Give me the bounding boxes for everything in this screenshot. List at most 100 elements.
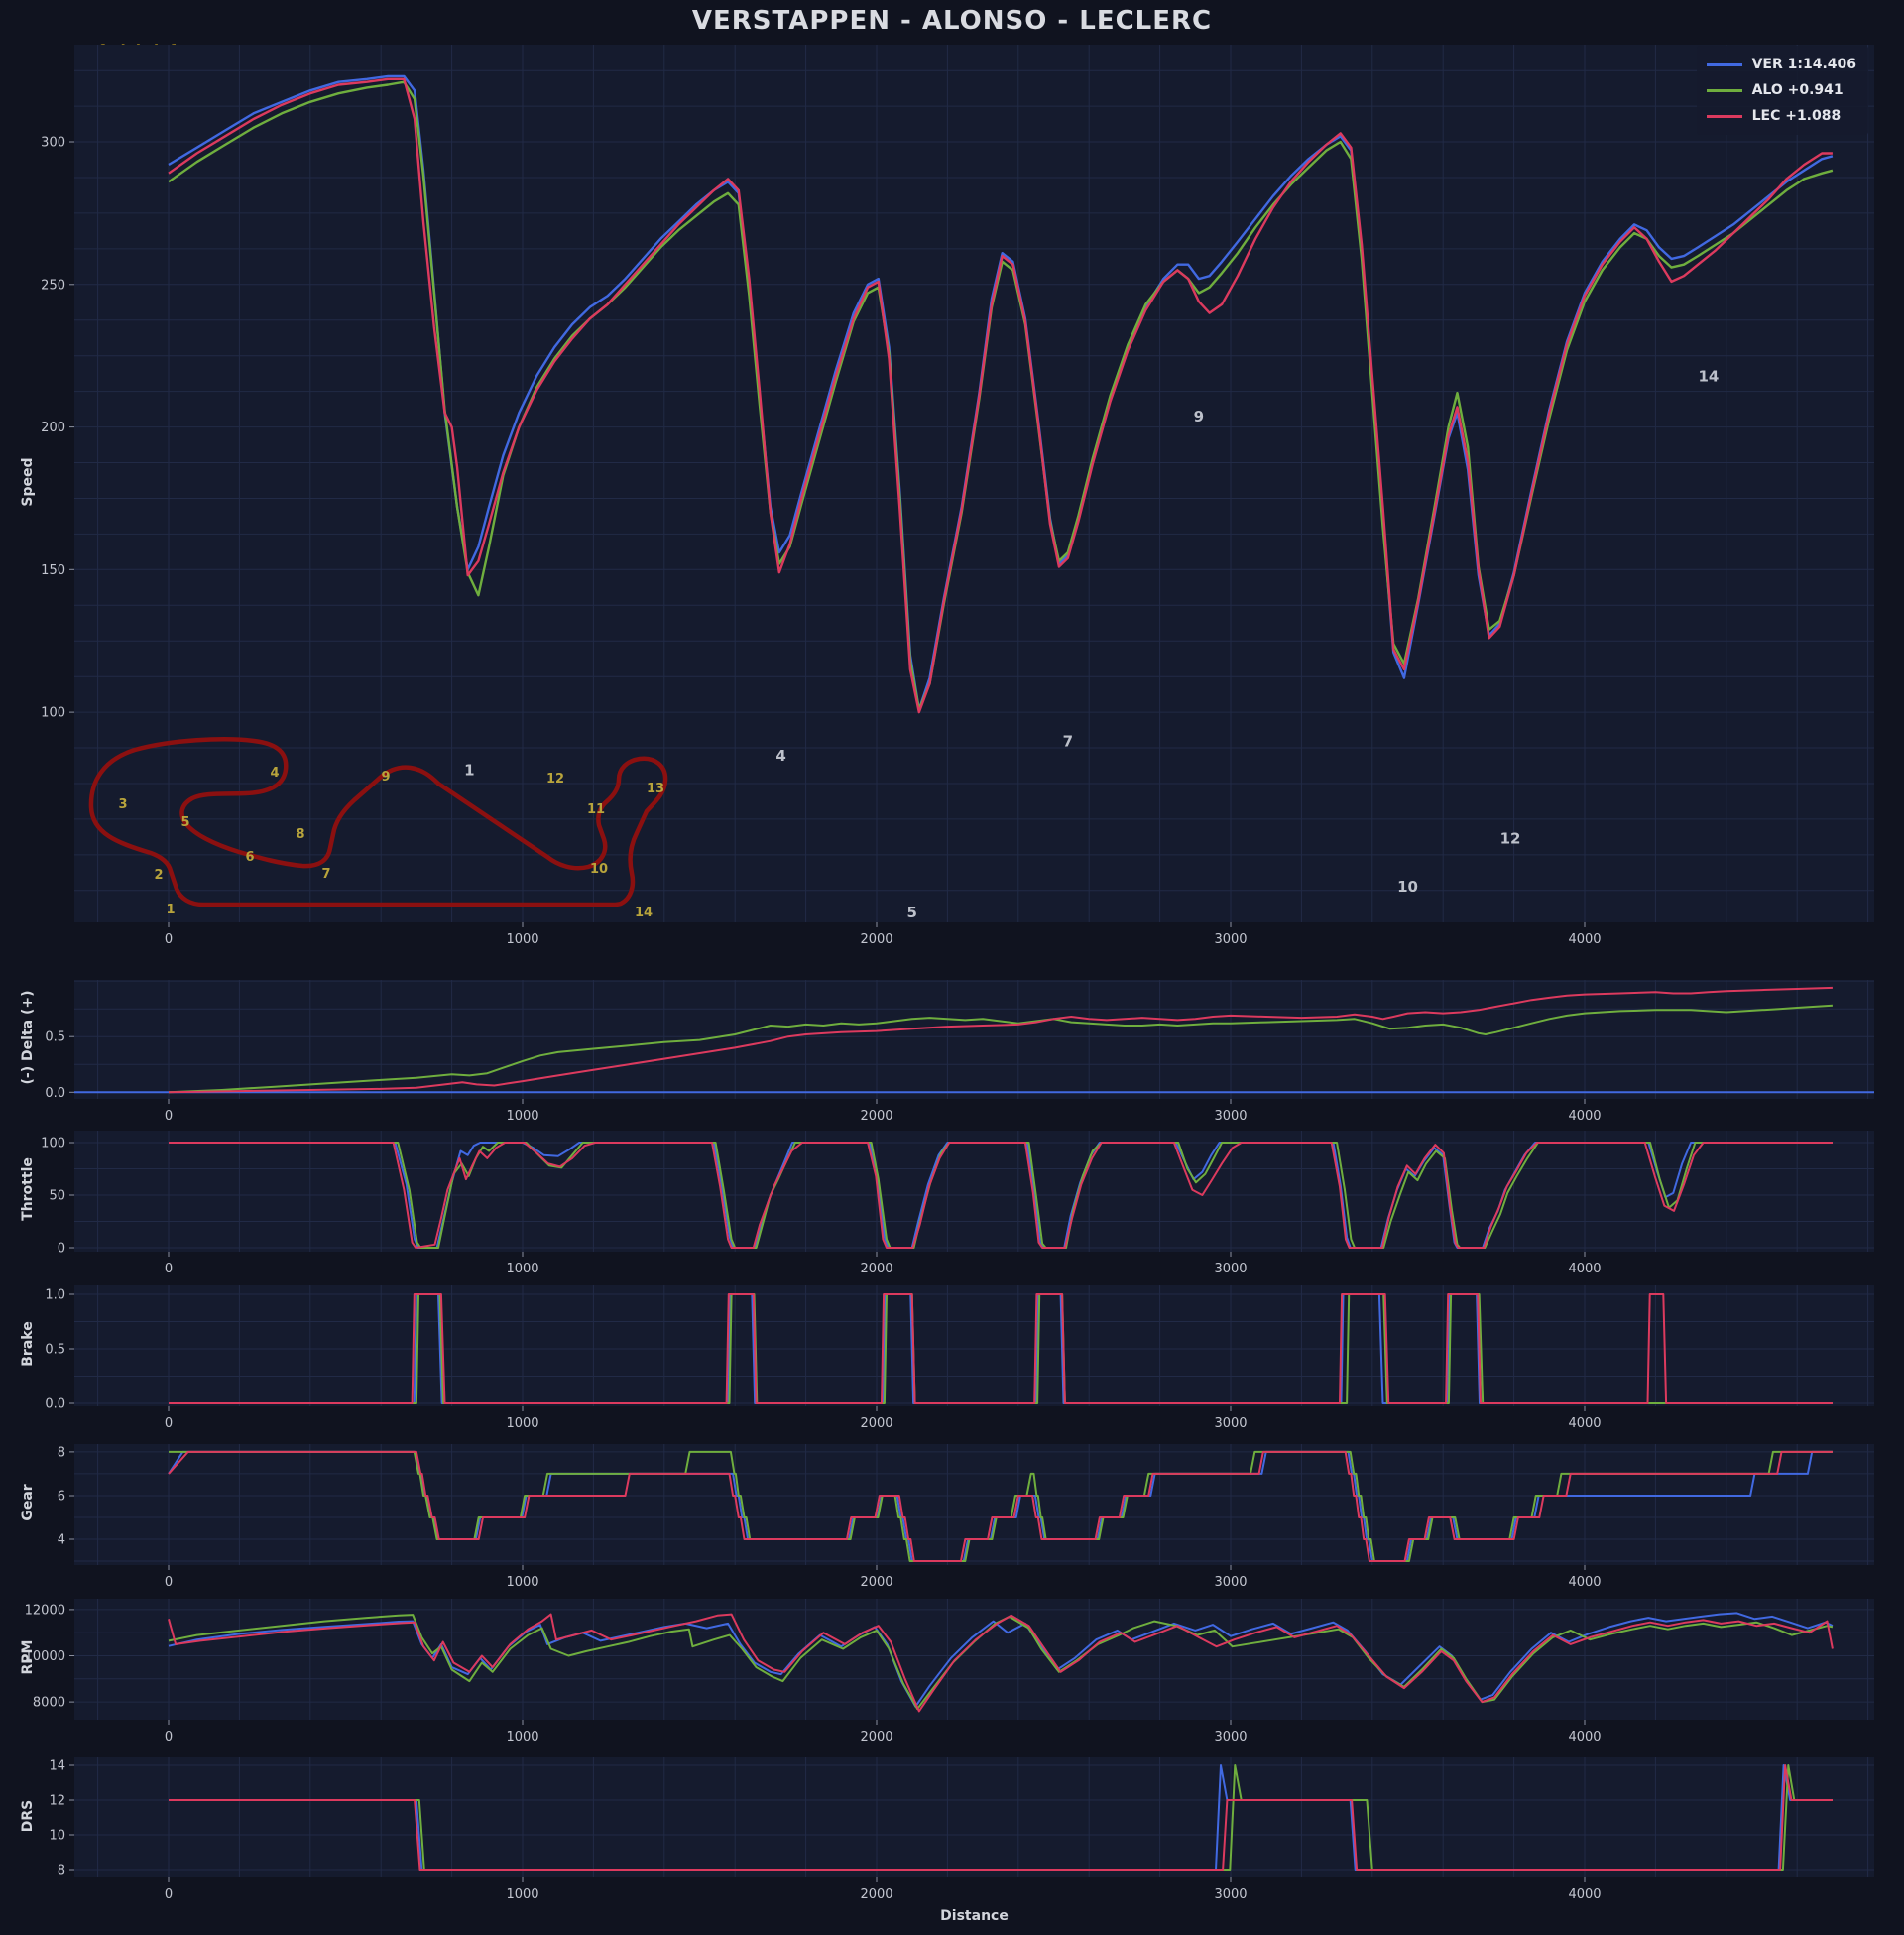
legend-item-ver: VER 1:14.406 [1706, 52, 1856, 77]
corner-annotation: 10 [1397, 878, 1418, 896]
y-tick-label: 8 [58, 1445, 65, 1460]
y-tick-label: 0.5 [45, 1030, 65, 1045]
legend-line-lec-icon [1706, 114, 1742, 118]
ticks-speed: 0 1000 2000 3000 4000 100 150 200 250 300 [41, 136, 1601, 948]
x-tick-label: 3000 [1214, 1730, 1247, 1745]
x-tick-label: 1000 [506, 1887, 538, 1902]
ticks-rpm: 0 1000 2000 3000 4000 8000 10000 12000 [25, 1603, 1602, 1745]
page-title: VERSTAPPEN - ALONSO - LECLERC [691, 6, 1213, 36]
x-tick-label: 1000 [506, 1262, 538, 1276]
trace-lec-gear [168, 1450, 1833, 1562]
corner-annotation: 14 [1698, 368, 1719, 386]
track-outline [88, 737, 668, 907]
track-corner-label: 13 [647, 782, 664, 796]
track-corner-label: 5 [180, 815, 189, 830]
track-corner-label: 12 [546, 772, 564, 786]
x-tick-label: 0 [165, 1416, 173, 1431]
track-corner-label: 9 [381, 770, 390, 785]
x-tick-label: 4000 [1568, 1887, 1601, 1902]
corner-annotation: 12 [1500, 829, 1521, 847]
x-tick-label: 3000 [1214, 1109, 1247, 1124]
track-corner-label: 3 [118, 797, 127, 812]
x-axis-title: Distance [940, 1908, 1009, 1924]
x-tick-label: 2000 [860, 1262, 892, 1276]
y-axis-title-delta: (-) Delta (+) [20, 990, 36, 1085]
y-tick-label: 6 [58, 1490, 65, 1505]
x-tick-label: 0 [165, 1730, 173, 1745]
track-corner-label: 4 [270, 766, 279, 781]
legend-label-lec: LEC +1.088 [1751, 108, 1842, 124]
series-drs [169, 1764, 1833, 1871]
y-tick-label: 0.5 [45, 1343, 65, 1358]
ticks-throttle: 0 1000 2000 3000 4000 0 50 100 [41, 1137, 1601, 1277]
corner-annotation: 1 [464, 761, 474, 779]
x-tick-label: 0 [165, 1575, 173, 1590]
y-tick-label: 14 [49, 1759, 65, 1774]
x-tick-label: 2000 [860, 1575, 892, 1590]
legend: VER 1:14.406 ALO +0.941 LEC +1.088 [1696, 46, 1868, 135]
x-tick-label: 1000 [506, 1575, 538, 1590]
corner-annotation: 4 [775, 747, 785, 765]
y-tick-label: 300 [41, 136, 65, 151]
y-tick-label: 100 [41, 1137, 65, 1151]
x-tick-label: 2000 [860, 1109, 892, 1124]
x-tick-label: 4000 [1568, 1262, 1601, 1276]
y-tick-label: 150 [41, 563, 65, 578]
trace-lec-rpm [168, 1613, 1834, 1713]
corner-annotation: 5 [906, 904, 916, 921]
track-corner-label: 8 [296, 827, 304, 842]
corner-annotation: 9 [1194, 408, 1204, 425]
legend-label-ver: VER 1:14.406 [1751, 57, 1856, 72]
y-tick-label: 10000 [25, 1649, 65, 1664]
x-tick-label: 1000 [506, 1416, 538, 1431]
track-corner-label: 7 [321, 867, 330, 882]
y-tick-label: 100 [41, 706, 65, 721]
x-tick-label: 3000 [1214, 1887, 1247, 1902]
legend-line-alo-icon [1706, 88, 1742, 92]
panel-drs [74, 1757, 1874, 1877]
track-corner-label: 2 [154, 868, 163, 883]
x-tick-label: 2000 [860, 1416, 892, 1431]
panel-delta [74, 980, 1874, 1099]
x-tick-label: 0 [165, 1262, 173, 1276]
panel-rpm [74, 1599, 1874, 1720]
x-tick-label: 0 [165, 932, 173, 947]
y-tick-label: 250 [41, 278, 65, 293]
x-tick-label: 4000 [1568, 1575, 1601, 1590]
trace-lec-brake [169, 1293, 1833, 1404]
series-brake [169, 1293, 1833, 1404]
y-tick-label: 8000 [33, 1696, 65, 1711]
y-tick-label: 8 [58, 1864, 65, 1878]
ticks-brake: 0 1000 2000 3000 4000 0.0 0.5 1.0 [45, 1288, 1601, 1432]
legend-item-lec: LEC +1.088 [1706, 103, 1856, 129]
y-tick-label: 4 [58, 1533, 65, 1548]
x-tick-label: 1000 [506, 1730, 538, 1745]
panel-gear [74, 1444, 1874, 1565]
series-throttle [169, 1142, 1833, 1249]
legend-line-ver-icon [1706, 62, 1742, 66]
x-tick-label: 3000 [1214, 1575, 1247, 1590]
legend-label-alo: ALO +0.941 [1751, 82, 1844, 98]
x-tick-label: 4000 [1568, 932, 1601, 947]
x-tick-label: 0 [165, 1887, 173, 1902]
x-tick-label: 4000 [1568, 1730, 1601, 1745]
x-tick-label: 3000 [1214, 932, 1247, 947]
series-delta [74, 986, 1874, 1094]
grid-throttle [74, 1131, 1874, 1252]
x-tick-label: 4000 [1568, 1109, 1601, 1124]
x-tick-label: 2000 [860, 1887, 892, 1902]
trace-lec-speed [168, 77, 1833, 714]
corner-annotation: 7 [1063, 733, 1073, 751]
series-gear [168, 1450, 1833, 1562]
legend-item-alo: ALO +0.941 [1706, 77, 1856, 103]
track-corner-label: 6 [245, 850, 254, 865]
track-corner-label: 11 [587, 802, 605, 817]
x-tick-label: 0 [165, 1109, 173, 1124]
x-tick-label: 1000 [506, 932, 538, 947]
trace-alo-rpm [168, 1614, 1834, 1711]
y-axis-title-drs: DRS [20, 1799, 36, 1832]
series-rpm [168, 1612, 1834, 1713]
y-tick-label: 0 [58, 1242, 65, 1257]
trace-lec-throttle [169, 1142, 1833, 1249]
